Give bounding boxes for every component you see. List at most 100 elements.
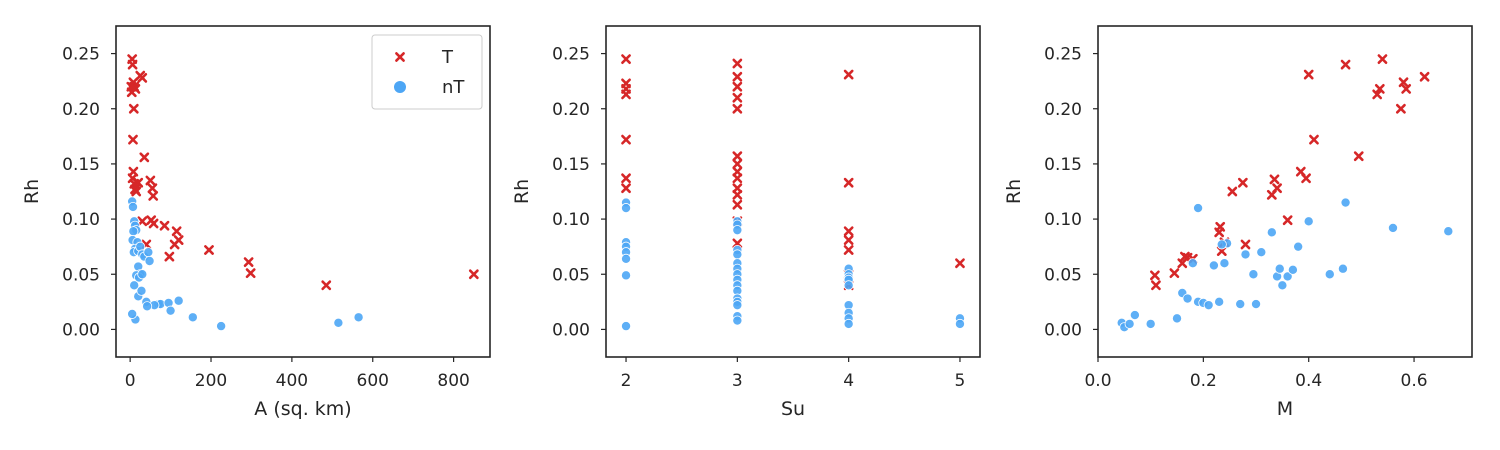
point-nt-p3-8 — [1187, 258, 1198, 269]
point-t-p2-24 — [843, 235, 854, 245]
y-tick-label: 0.05 — [1044, 265, 1082, 285]
point-t-p3-21 — [1309, 134, 1319, 145]
point-nt-p1-31 — [353, 312, 364, 323]
point-nt-p3-3 — [1129, 310, 1140, 321]
x-tick-label: 0 — [125, 371, 136, 391]
point-nt-p3-29 — [1337, 263, 1348, 274]
point-nt-p1-37 — [136, 285, 147, 296]
y-tick-label: 0.00 — [1044, 320, 1082, 340]
scatter-panel-1: 0 200 400 600 800 0.00 0.05 0.10 0.15 0.20 0.25 A (… — [21, 25, 491, 420]
point-t-p3-28 — [1398, 77, 1409, 88]
x-axis-label: Su — [781, 398, 805, 420]
x-tick-label: 3 — [732, 371, 743, 391]
point-t-p1-28 — [164, 251, 175, 262]
plot-frame — [115, 25, 491, 358]
y-axis-label: Rh — [511, 179, 533, 204]
point-nt-p2-5 — [621, 253, 632, 264]
point-t-p3-13 — [1240, 239, 1251, 250]
y-tick-label: 0.10 — [1044, 210, 1082, 230]
point-t-p3-15 — [1269, 174, 1280, 185]
point-nt-p3-4 — [1145, 318, 1156, 329]
point-nt-p2-32 — [843, 318, 854, 329]
x-tick-label: 0.6 — [1401, 371, 1428, 391]
x-axis-label: M — [1277, 398, 1293, 420]
point-t-p1-20 — [131, 186, 142, 197]
point-nt-p1-35 — [127, 308, 138, 319]
y-tick-label: 0.25 — [1044, 45, 1082, 65]
point-nt-p3-18 — [1248, 269, 1259, 280]
x-tick-label: 5 — [955, 371, 966, 391]
point-t-p3-16 — [1272, 183, 1282, 194]
point-nt-p3-27 — [1303, 216, 1314, 227]
point-nt-p3-17 — [1240, 249, 1251, 260]
point-t-p2-15 — [732, 173, 743, 184]
point-nt-p2-1 — [621, 203, 632, 214]
legend-label-1: T — [441, 47, 454, 68]
point-nt-p3-19 — [1251, 299, 1262, 310]
legend-box — [371, 34, 483, 110]
point-t-p2-10 — [732, 92, 743, 103]
x-tick-label: 2 — [621, 371, 632, 391]
point-nt-p1-16 — [144, 256, 155, 267]
y-tick-label: 0.25 — [62, 45, 100, 65]
legend: TnT — [371, 34, 483, 110]
y-tick-label: 0.15 — [1044, 155, 1082, 175]
point-t-p3-27 — [1395, 103, 1406, 114]
y-tick-label: 0.25 — [552, 45, 590, 65]
point-t-p1-29 — [204, 245, 214, 255]
point-nt-p1-36 — [142, 301, 153, 312]
point-t-p1-33 — [468, 269, 479, 280]
point-t-p1-27 — [169, 239, 180, 250]
point-t-p3-11 — [1227, 186, 1238, 197]
y-tick-label: 0.00 — [552, 320, 590, 340]
point-t-p2-6 — [621, 183, 631, 194]
point-nt-p1-28 — [187, 312, 198, 323]
point-nt-p1-1 — [127, 201, 138, 212]
y-tick-label: 0.20 — [1044, 100, 1082, 120]
point-t-p1-25 — [171, 226, 182, 237]
point-nt-p2-10 — [732, 225, 743, 236]
point-t-p1-1 — [127, 59, 138, 70]
legend-marker-nt-icon — [394, 81, 406, 93]
point-t-p3-20 — [1303, 69, 1314, 80]
plot-frame — [1097, 25, 1473, 358]
point-t-p1-32 — [321, 280, 332, 291]
y-axis-label: Rh — [21, 179, 43, 204]
legend-label-2: nT — [442, 77, 465, 98]
point-t-p1-10 — [128, 134, 138, 145]
point-nt-p3-28 — [1324, 269, 1335, 280]
point-nt-p3-7 — [1182, 293, 1193, 304]
point-t-p1-16 — [133, 177, 144, 188]
point-t-p1-6 — [130, 83, 141, 94]
point-t-p2-22 — [843, 177, 854, 188]
y-tick-label: 0.10 — [62, 210, 100, 230]
point-nt-p3-21 — [1266, 227, 1277, 238]
point-t-p2-8 — [732, 71, 743, 82]
y-tick-label: 0.15 — [552, 155, 590, 175]
x-tick-label: 800 — [437, 371, 469, 391]
point-t-p2-11 — [732, 103, 743, 114]
point-t-p1-17 — [145, 175, 156, 186]
point-nt-p3-26 — [1287, 264, 1298, 275]
point-nt-p3-34 — [1216, 239, 1227, 250]
point-t-p3-12 — [1237, 177, 1248, 188]
y-tick-label: 0.20 — [552, 100, 590, 120]
point-nt-p3-11 — [1203, 300, 1214, 311]
point-t-p2-3 — [621, 89, 631, 100]
point-nt-p2-28 — [843, 280, 854, 291]
point-nt-p2-12 — [732, 249, 743, 260]
point-nt-p3-33 — [1193, 203, 1204, 214]
point-t-p2-21 — [843, 69, 854, 80]
point-t-p2-9 — [732, 81, 743, 92]
x-tick-label: 0.0 — [1084, 371, 1111, 391]
point-t-p1-19 — [148, 191, 159, 201]
point-nt-p2-6 — [621, 270, 632, 281]
x-tick-label: 600 — [357, 371, 389, 391]
point-nt-p3-25 — [1282, 271, 1293, 282]
point-nt-p3-16 — [1235, 299, 1246, 310]
point-nt-p2-21 — [732, 300, 743, 311]
y-tick-label: 0.05 — [552, 265, 590, 285]
x-tick-label: 4 — [843, 371, 854, 391]
point-t-p2-0 — [621, 54, 631, 65]
